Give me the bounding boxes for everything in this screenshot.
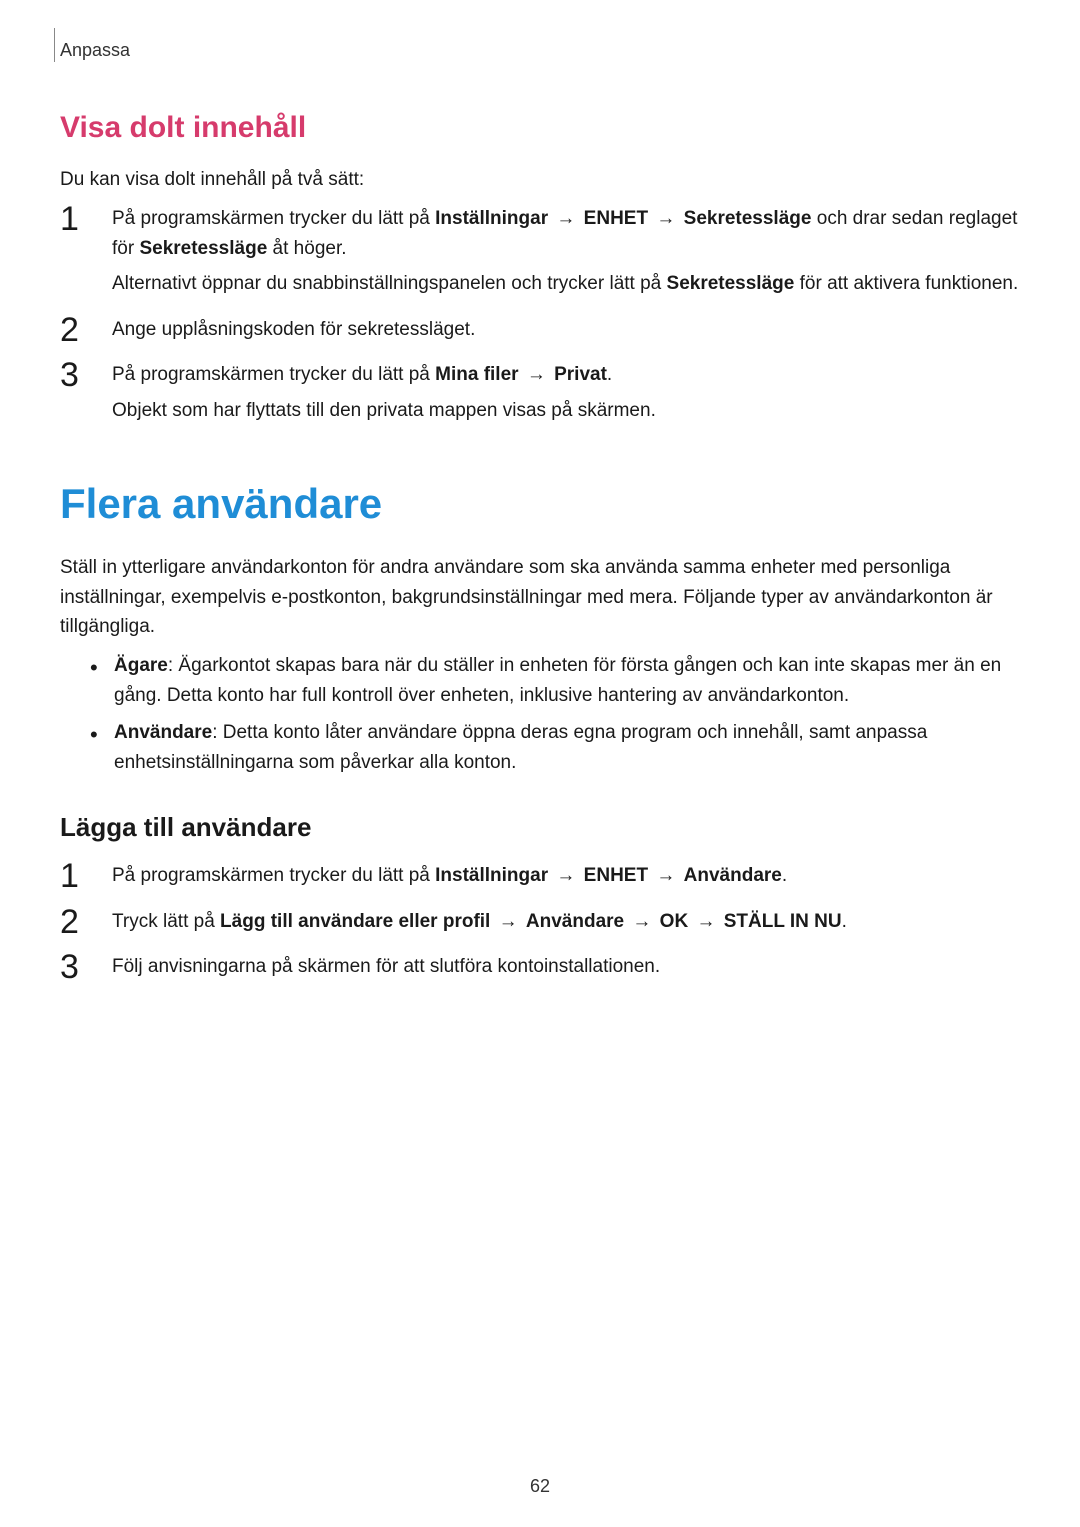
- arrow-icon: →: [624, 911, 660, 932]
- document-page: Anpassa Visa dolt innehåll Du kan visa d…: [0, 0, 1080, 1037]
- text: för att aktivera funktionen.: [794, 273, 1018, 294]
- step-item: Ange upplåsningskoden för sekretessläget…: [60, 315, 1020, 344]
- list-item: Ägare: Ägarkontot skapas bara när du stä…: [90, 651, 1020, 710]
- step-item: På programskärmen trycker du lätt på Ins…: [60, 204, 1020, 298]
- bold-label: Privat: [554, 364, 607, 385]
- section1-intro: Du kan visa dolt innehåll på två sätt:: [60, 165, 1020, 194]
- text: .: [782, 865, 787, 886]
- bold-label: Lägg till användare eller profil: [220, 911, 490, 932]
- text: På programskärmen trycker du lätt på: [112, 865, 435, 886]
- bold-label: ENHET: [584, 208, 648, 229]
- bullet-label: Användare: [114, 722, 212, 743]
- bold-label: Mina filer: [435, 364, 518, 385]
- step-item: På programskärmen trycker du lätt på Min…: [60, 360, 1020, 425]
- bold-label: Sekretessläge: [139, 238, 267, 259]
- step-text: Följ anvisningarna på skärmen för att sl…: [112, 952, 1020, 981]
- section1-steps: På programskärmen trycker du lätt på Ins…: [60, 204, 1020, 425]
- bold-label: OK: [660, 911, 689, 932]
- step-item: På programskärmen trycker du lätt på Ins…: [60, 861, 1020, 890]
- bold-label: Användare: [526, 911, 624, 932]
- step-item: Följ anvisningarna på skärmen för att sl…: [60, 952, 1020, 981]
- text: På programskärmen trycker du lätt på: [112, 208, 435, 229]
- step-item: Tryck lätt på Lägg till användare eller …: [60, 907, 1020, 936]
- step-text: På programskärmen trycker du lätt på Ins…: [112, 861, 1020, 890]
- section-heading-flera-anvandare: Flera användare: [60, 480, 1020, 528]
- step-text: Ange upplåsningskoden för sekretessläget…: [112, 315, 1020, 344]
- bold-label: Inställningar: [435, 208, 548, 229]
- page-top-rule: [54, 28, 55, 62]
- list-item: Användare: Detta konto låter användare ö…: [90, 718, 1020, 777]
- arrow-icon: →: [648, 208, 684, 229]
- step-subtext: Objekt som har flyttats till den privata…: [112, 396, 1020, 425]
- section2-steps: På programskärmen trycker du lätt på Ins…: [60, 861, 1020, 981]
- step-subtext: Alternativt öppnar du snabbinställningsp…: [112, 269, 1020, 298]
- subsection-heading-lagga-till: Lägga till användare: [60, 812, 1020, 843]
- text: .: [842, 911, 847, 932]
- bullet-text: : Detta konto låter användare öppna dera…: [114, 722, 927, 772]
- bold-label: Användare: [684, 865, 782, 886]
- arrow-icon: →: [490, 911, 526, 932]
- arrow-icon: →: [548, 865, 584, 886]
- step-text: På programskärmen trycker du lätt på Ins…: [112, 204, 1020, 263]
- bold-label: Sekretessläge: [667, 273, 795, 294]
- user-types-list: Ägare: Ägarkontot skapas bara när du stä…: [90, 651, 1020, 777]
- arrow-icon: →: [548, 208, 584, 229]
- arrow-icon: →: [688, 911, 724, 932]
- bold-label: ENHET: [584, 865, 648, 886]
- bold-label: Inställningar: [435, 865, 548, 886]
- arrow-icon: →: [519, 364, 555, 385]
- bullet-label: Ägare: [114, 655, 168, 676]
- arrow-icon: →: [648, 865, 684, 886]
- step-text: Tryck lätt på Lägg till användare eller …: [112, 907, 1020, 936]
- section2-intro: Ställ in ytterligare användarkonton för …: [60, 553, 1020, 641]
- text: åt höger.: [267, 238, 346, 259]
- header-category: Anpassa: [60, 40, 1020, 61]
- bold-label: STÄLL IN NU: [724, 911, 842, 932]
- text: Alternativt öppnar du snabbinställningsp…: [112, 273, 667, 294]
- section-heading-visa-dolt: Visa dolt innehåll: [60, 111, 1020, 145]
- step-text: På programskärmen trycker du lätt på Min…: [112, 360, 1020, 389]
- text: .: [607, 364, 612, 385]
- bold-label: Sekretessläge: [684, 208, 812, 229]
- bullet-text: : Ägarkontot skapas bara när du ställer …: [114, 655, 1001, 705]
- text: På programskärmen trycker du lätt på: [112, 364, 435, 385]
- page-number: 62: [0, 1476, 1080, 1497]
- text: Tryck lätt på: [112, 911, 220, 932]
